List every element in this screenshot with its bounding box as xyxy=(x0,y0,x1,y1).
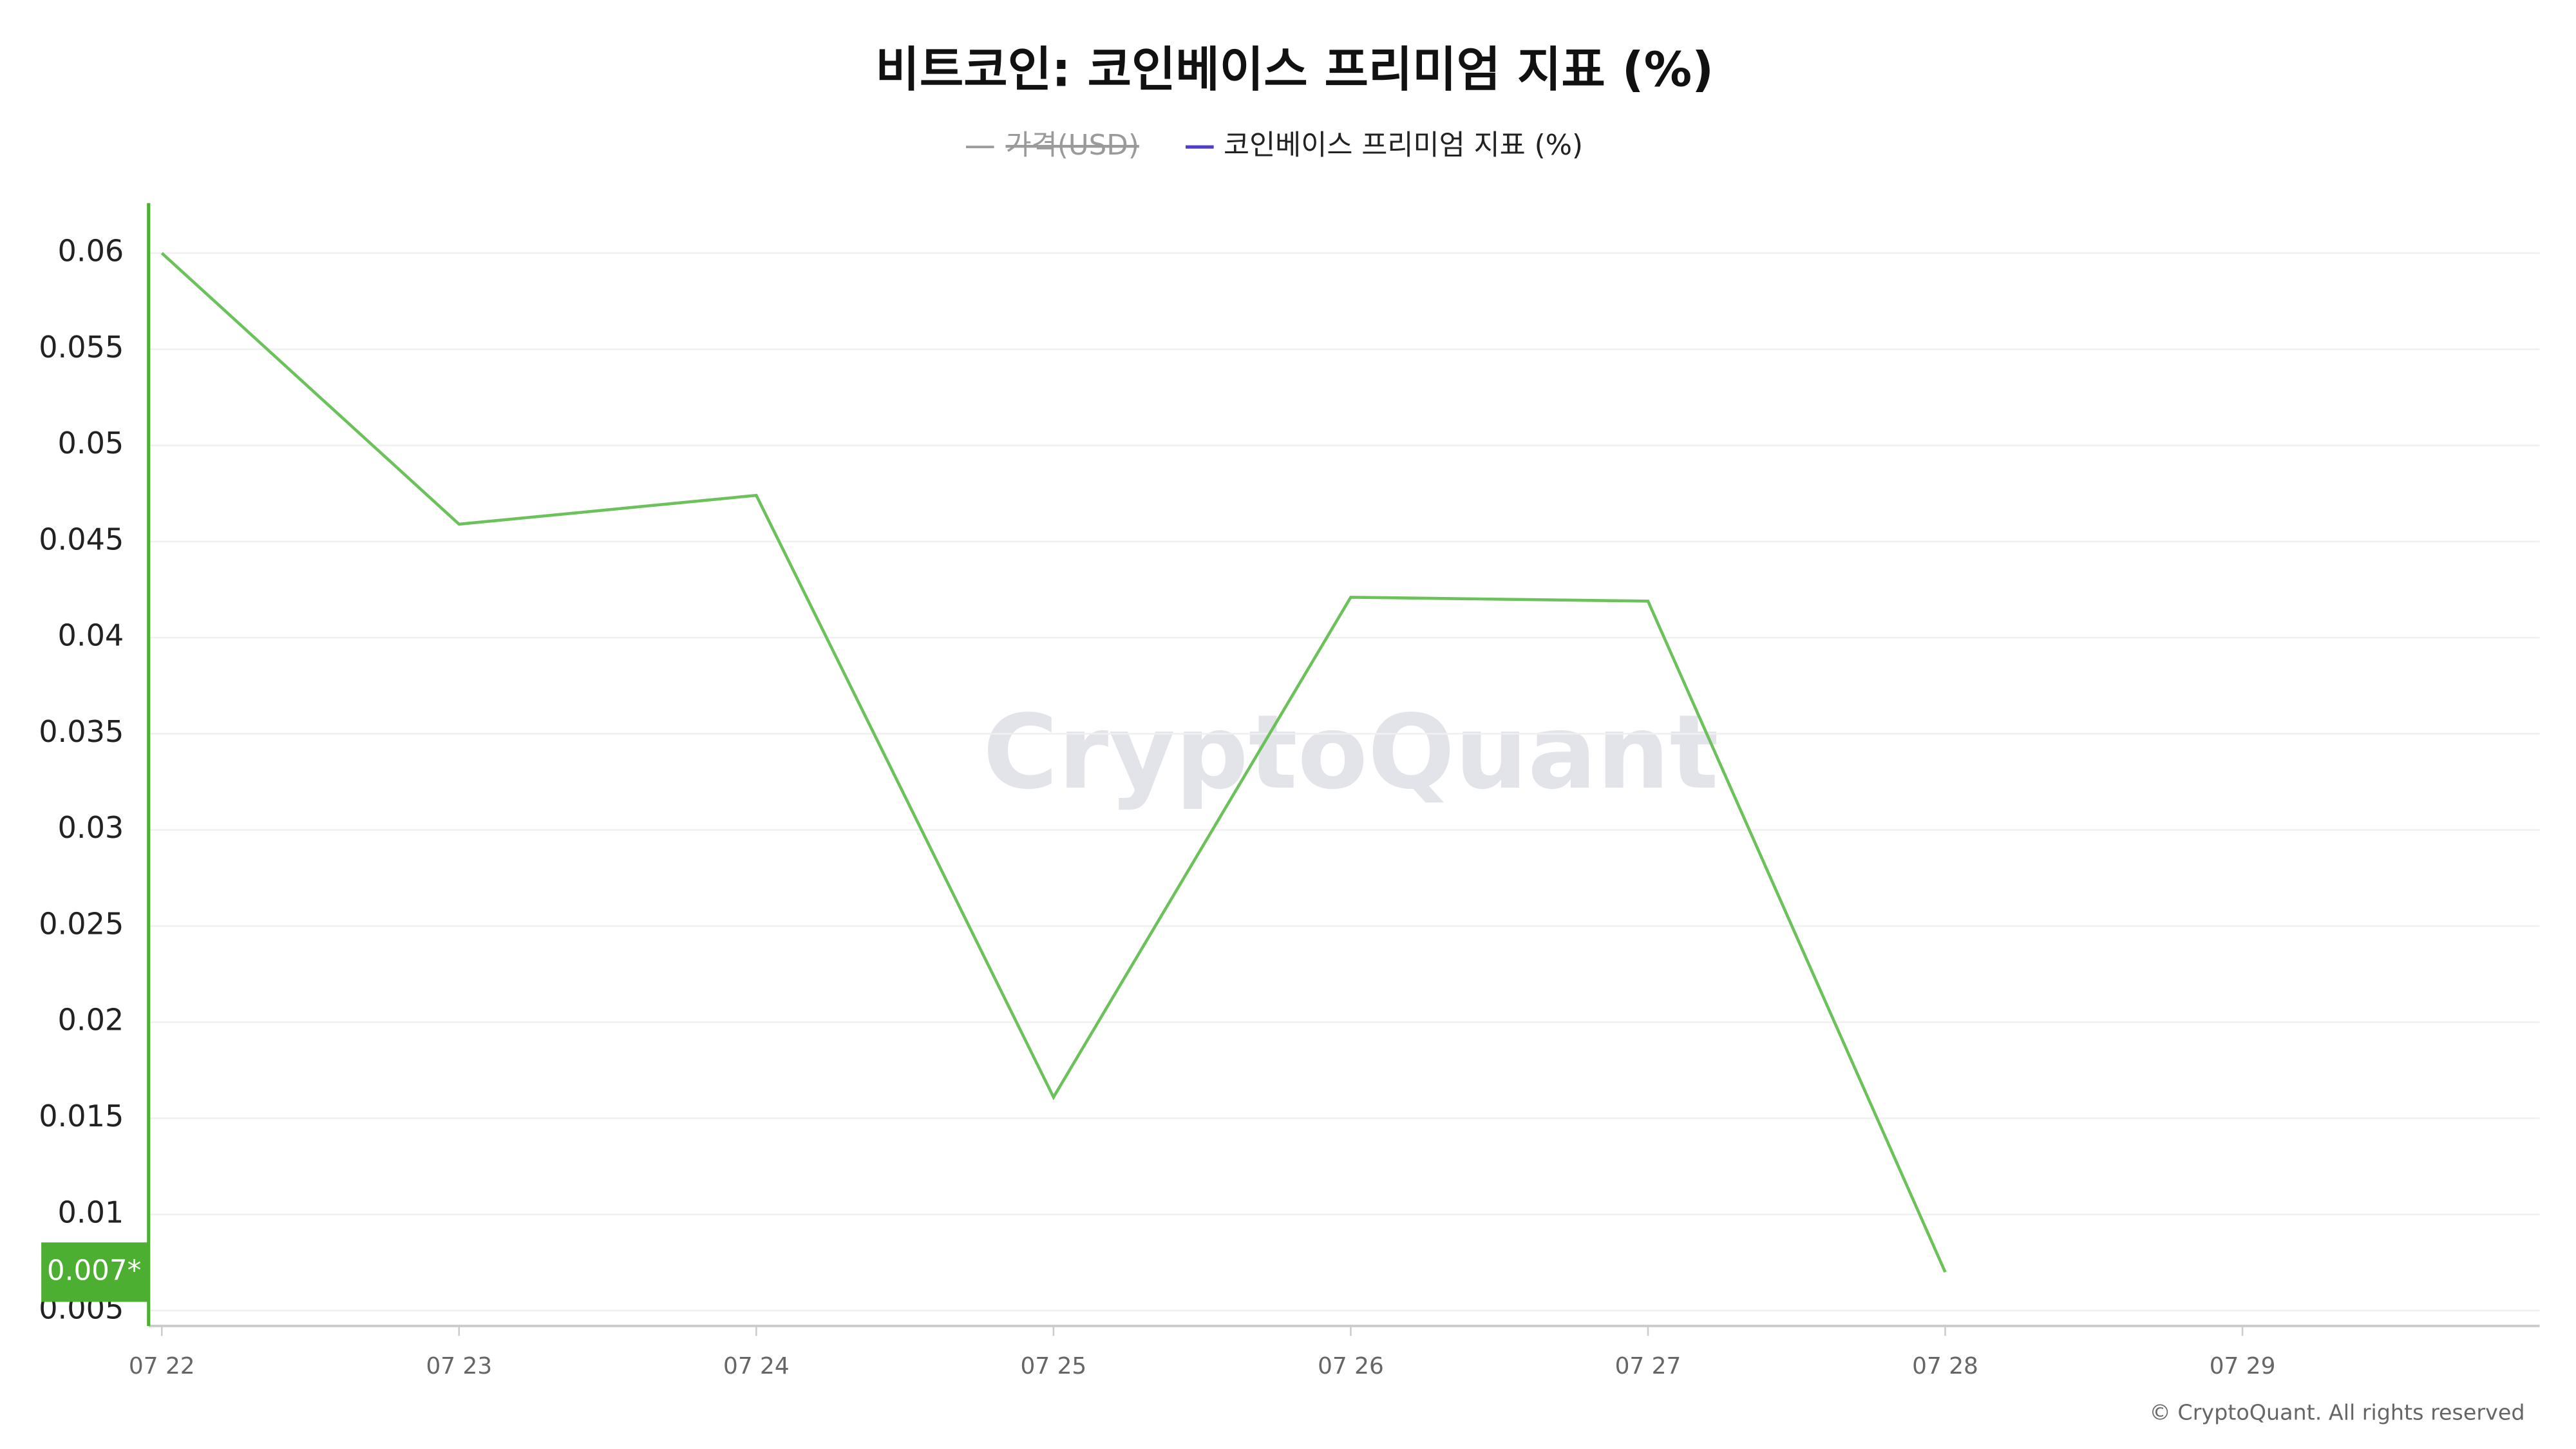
x-tick-label: 07 23 xyxy=(426,1353,492,1379)
legend-label[interactable]: 코인베이스 프리미엄 지표 (%) xyxy=(1224,129,1583,162)
y-tick-label: 0.04 xyxy=(58,618,124,653)
data-line xyxy=(160,252,1947,1273)
x-tick-label: 07 24 xyxy=(723,1353,790,1379)
y-tick-label: 0.05 xyxy=(58,426,124,460)
y-tick-label: 0.03 xyxy=(58,810,124,845)
y-tick-label: 0.06 xyxy=(58,234,124,269)
last-value-marker xyxy=(41,1242,149,1302)
y-tick-label: 0.035 xyxy=(39,714,124,749)
chart-title: 비트코인: 코인베이스 프리미엄 지표 (%) xyxy=(875,41,1714,97)
x-tick-label: 07 27 xyxy=(1615,1353,1681,1379)
copyright: © CryptoQuant. All rights reserved xyxy=(2150,1399,2525,1425)
x-tick-label: 07 25 xyxy=(1021,1353,1087,1379)
x-tick-label: 07 29 xyxy=(2210,1353,2276,1379)
watermark: CryptoQuant xyxy=(983,693,1718,812)
x-tick-label: 07 22 xyxy=(129,1353,195,1379)
y-tick-label: 0.02 xyxy=(58,1003,124,1037)
y-tick-label: 0.015 xyxy=(39,1099,124,1133)
x-tick-label: 07 26 xyxy=(1318,1353,1384,1379)
x-tick-label: 07 28 xyxy=(1912,1353,1978,1379)
last-value-label: 0.007* xyxy=(47,1255,142,1287)
y-tick-label: 0.025 xyxy=(39,906,124,941)
y-tick-label: 0.055 xyxy=(39,330,124,365)
legend-label[interactable]: 가격(USD) xyxy=(1006,129,1139,162)
y-tick-label: 0.045 xyxy=(39,522,124,556)
y-tick-label: 0.01 xyxy=(58,1195,124,1229)
